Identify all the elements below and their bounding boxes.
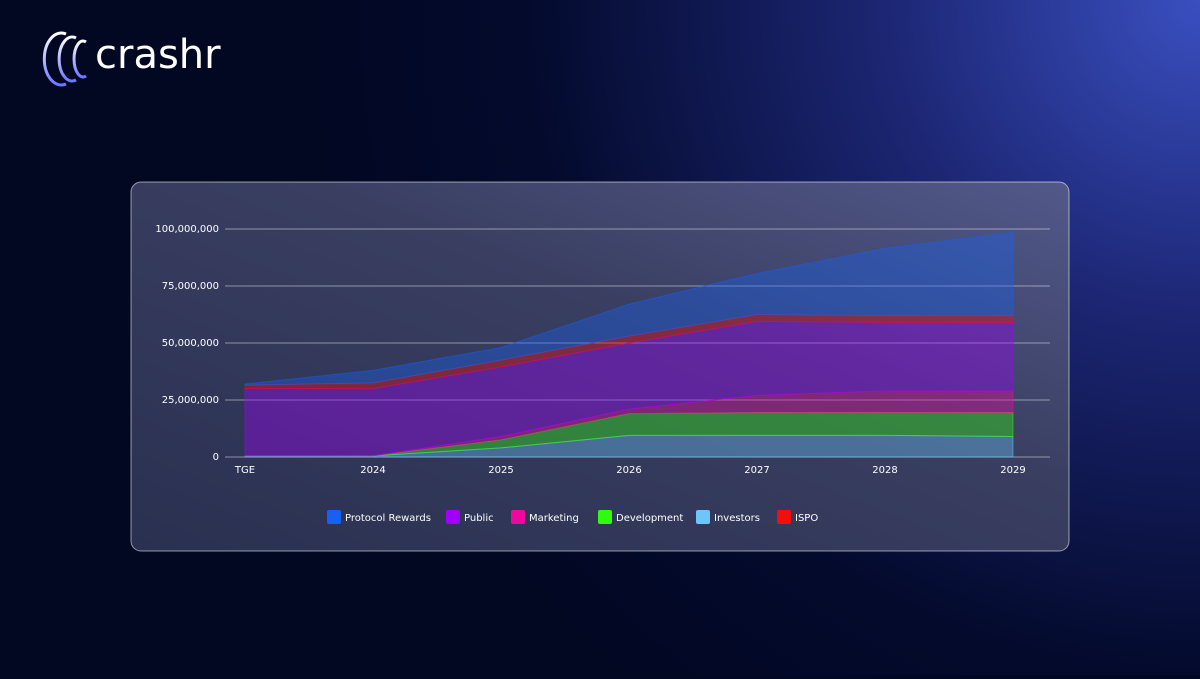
y-tick-label: 0 [213, 452, 219, 463]
legend-label: Marketing [529, 513, 579, 524]
legend-swatch [327, 510, 341, 524]
legend-label: Investors [714, 513, 760, 524]
x-tick-label: 2026 [616, 465, 641, 476]
y-tick-label: 50,000,000 [162, 338, 219, 349]
legend-label: Public [464, 513, 494, 524]
y-tick-label: 25,000,000 [162, 395, 219, 406]
x-tick-label: TGE [234, 465, 255, 476]
area [244, 231, 1014, 386]
x-tick-label: 2024 [360, 465, 385, 476]
legend-swatch [446, 510, 460, 524]
x-tick-label: 2025 [488, 465, 513, 476]
legend-swatch [598, 510, 612, 524]
legend-label: Development [616, 513, 683, 524]
plot: 0 25,000,000 50,000,000 75,000,000 100,000,0… [155, 224, 1050, 524]
legend-swatch [777, 510, 791, 524]
x-tick-label: 2028 [872, 465, 897, 476]
legend-swatch [511, 510, 525, 524]
brand: crashr [95, 32, 221, 78]
x-tick-label: 2029 [1000, 465, 1025, 476]
y-tick-label: 100,000,000 [155, 224, 219, 235]
chart-panel [130, 181, 1070, 552]
y-tick-label: 75,000,000 [162, 281, 219, 292]
legend-label: ISPO [795, 513, 818, 524]
x-tick-label: 2027 [744, 465, 769, 476]
legend-label: Protocol Rewards [345, 513, 431, 524]
logo-icon [42, 31, 87, 87]
legend-swatch [696, 510, 710, 524]
